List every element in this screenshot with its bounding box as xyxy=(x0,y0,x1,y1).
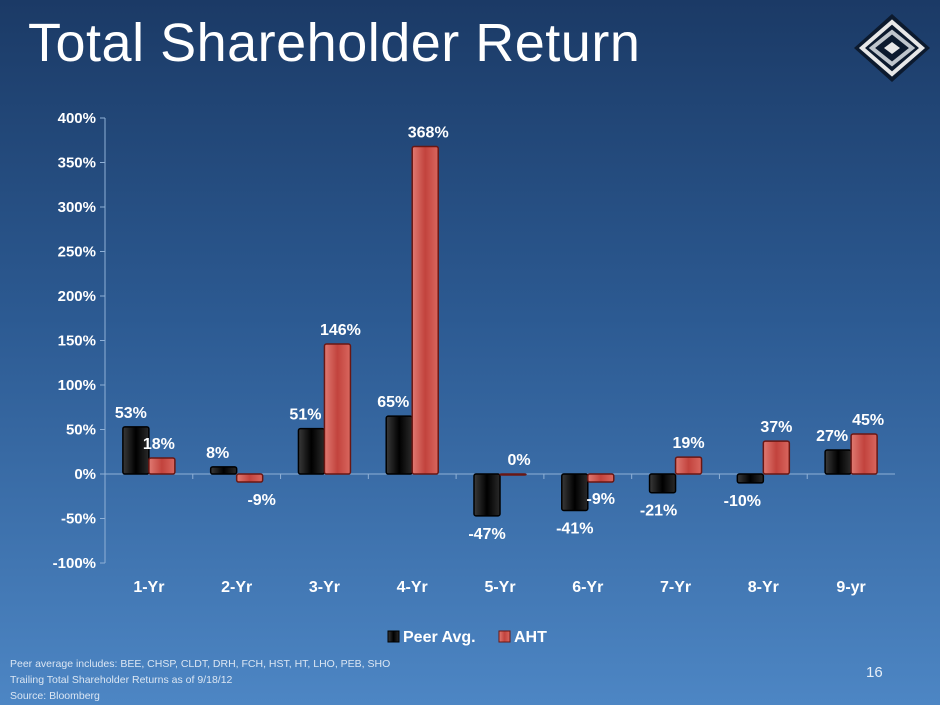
data-label: 45% xyxy=(852,412,884,429)
bar-peer-avg xyxy=(209,466,238,475)
x-tick-label: 5-Yr xyxy=(484,579,515,596)
x-tick-label: 7-Yr xyxy=(660,579,691,596)
bar-peer-avg xyxy=(648,473,677,494)
bar-aht xyxy=(499,473,527,476)
data-label: 37% xyxy=(760,419,792,436)
page-number: 16 xyxy=(866,664,883,681)
y-tick-label: 250% xyxy=(58,244,96,261)
data-label: -21% xyxy=(640,503,677,520)
y-tick-label: 300% xyxy=(58,199,96,216)
bar-peer-avg xyxy=(473,473,501,517)
data-label: -9% xyxy=(247,492,275,509)
data-label: 51% xyxy=(289,407,321,424)
x-tick-label: 9-yr xyxy=(836,579,865,596)
footnote-date: Trailing Total Shareholder Returns as of… xyxy=(10,674,233,686)
y-tick-label: 50% xyxy=(66,422,96,439)
bar-peer-avg xyxy=(561,473,589,512)
x-tick-label: 2-Yr xyxy=(221,579,252,596)
y-tick-label: 200% xyxy=(58,288,96,305)
bar-peer-avg xyxy=(385,415,413,475)
data-label: 146% xyxy=(320,322,361,339)
bar-aht xyxy=(674,456,703,475)
data-label: -9% xyxy=(587,491,615,508)
bar-aht xyxy=(587,473,615,483)
y-tick-label: -50% xyxy=(61,511,96,528)
data-label: 27% xyxy=(816,428,848,445)
bar-aht xyxy=(411,145,439,475)
slide-title: Total Shareholder Return xyxy=(28,13,641,73)
y-tick-label: 150% xyxy=(58,333,96,350)
data-label: -10% xyxy=(724,493,761,510)
bar-aht xyxy=(148,457,176,475)
data-label: 53% xyxy=(115,405,147,422)
bar-aht xyxy=(323,343,352,475)
bar-peer-avg xyxy=(122,426,150,475)
y-tick-label: 350% xyxy=(58,155,96,172)
legend-label: Peer Avg. xyxy=(403,629,476,646)
data-label: 19% xyxy=(673,435,705,452)
data-label: -47% xyxy=(468,526,505,543)
bar-aht xyxy=(850,433,878,475)
legend-label: AHT xyxy=(514,629,547,646)
footnote-peers: Peer average includes: BEE, CHSP, CLDT, … xyxy=(10,658,391,670)
y-tick-label: 100% xyxy=(58,377,96,394)
footnotes: Peer average includes: BEE, CHSP, CLDT, … xyxy=(10,656,390,704)
x-tick-label: 4-Yr xyxy=(397,579,428,596)
legend-swatch-aht xyxy=(498,630,511,643)
diamond-logo-icon xyxy=(854,14,930,82)
data-label: 18% xyxy=(143,436,175,453)
data-label: 368% xyxy=(408,124,449,141)
x-tick-label: 8-Yr xyxy=(748,579,779,596)
bar-peer-avg xyxy=(736,473,765,484)
legend-swatch-peer-avg xyxy=(387,630,400,643)
x-tick-label: 1-Yr xyxy=(133,579,164,596)
y-tick-label: 400% xyxy=(58,110,96,127)
bar-peer-avg xyxy=(297,427,326,475)
bar-aht xyxy=(762,440,791,475)
bar-peer-avg xyxy=(824,449,852,475)
x-tick-label: 6-Yr xyxy=(572,579,603,596)
bar-aht xyxy=(235,473,264,483)
footnote-source: Source: Bloomberg xyxy=(10,690,100,702)
x-tick-label: 3-Yr xyxy=(309,579,340,596)
data-label: -41% xyxy=(556,520,593,537)
y-tick-label: -100% xyxy=(53,555,96,572)
data-label: 0% xyxy=(507,452,530,469)
data-label: 8% xyxy=(206,445,229,462)
data-label: 65% xyxy=(377,394,409,411)
y-tick-label: 0% xyxy=(74,466,96,483)
